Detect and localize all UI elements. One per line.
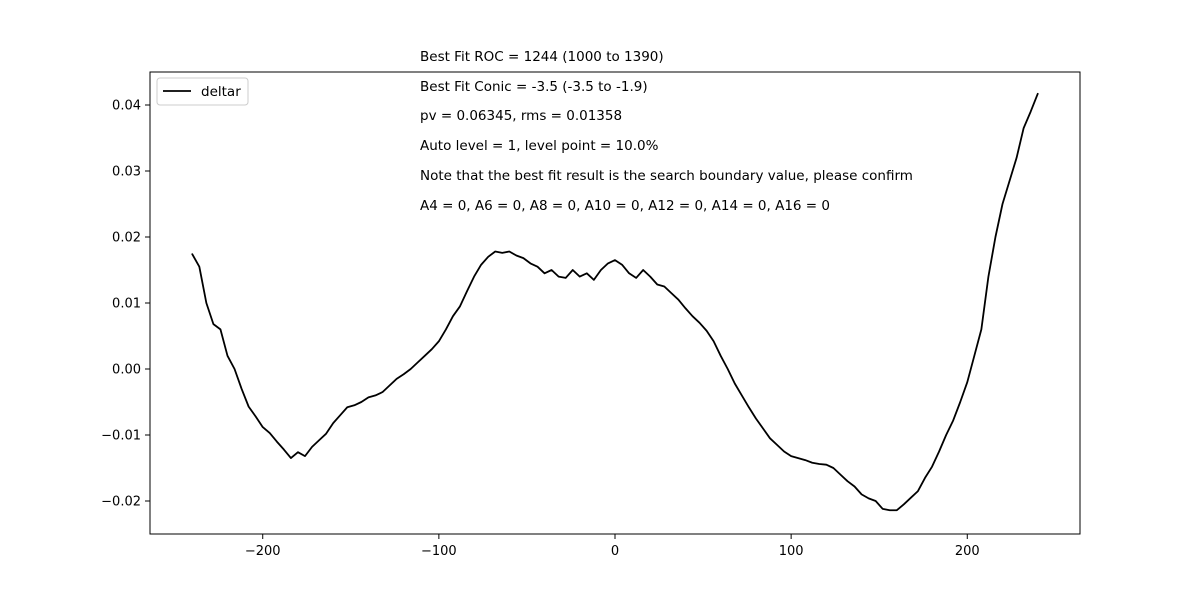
x-axis: −200 −100 0 100 200 [245, 534, 980, 559]
y-axis: −0.02 −0.01 0.00 0.01 0.02 0.03 0.04 [101, 99, 150, 510]
x-tick-label: 100 [779, 544, 804, 559]
y-tick-label: −0.01 [101, 429, 141, 444]
y-tick-label: 0.00 [112, 363, 141, 378]
legend-label-deltar: deltar [201, 84, 241, 100]
annotation-coefficients: A4 = 0, A6 = 0, A8 = 0, A10 = 0, A12 = 0… [420, 198, 830, 214]
y-tick-label: 0.03 [112, 165, 141, 180]
y-tick-label: −0.02 [101, 495, 141, 510]
x-tick-label: 0 [611, 544, 619, 559]
series-line-deltar [191, 92, 1039, 512]
y-tick-label: 0.02 [112, 231, 141, 246]
fit-annotations: Best Fit ROC = 1244 (1000 to 1390) Best … [420, 49, 913, 214]
x-tick-label: −100 [421, 544, 457, 559]
annotation-roc: Best Fit ROC = 1244 (1000 to 1390) [420, 49, 664, 65]
y-tick-label: 0.01 [112, 297, 141, 312]
annotation-conic: Best Fit Conic = -3.5 (-3.5 to -1.9) [420, 79, 648, 95]
x-tick-label: 200 [955, 544, 980, 559]
annotation-pv-rms: pv = 0.06345, rms = 0.01358 [420, 108, 622, 124]
annotation-auto-level: Auto level = 1, level point = 10.0% [420, 138, 659, 154]
annotation-note: Note that the best fit result is the sea… [420, 168, 913, 184]
y-tick-label: 0.04 [112, 99, 141, 114]
x-tick-label: −200 [245, 544, 281, 559]
legend: deltar [156, 77, 249, 106]
legend-box [156, 77, 249, 106]
